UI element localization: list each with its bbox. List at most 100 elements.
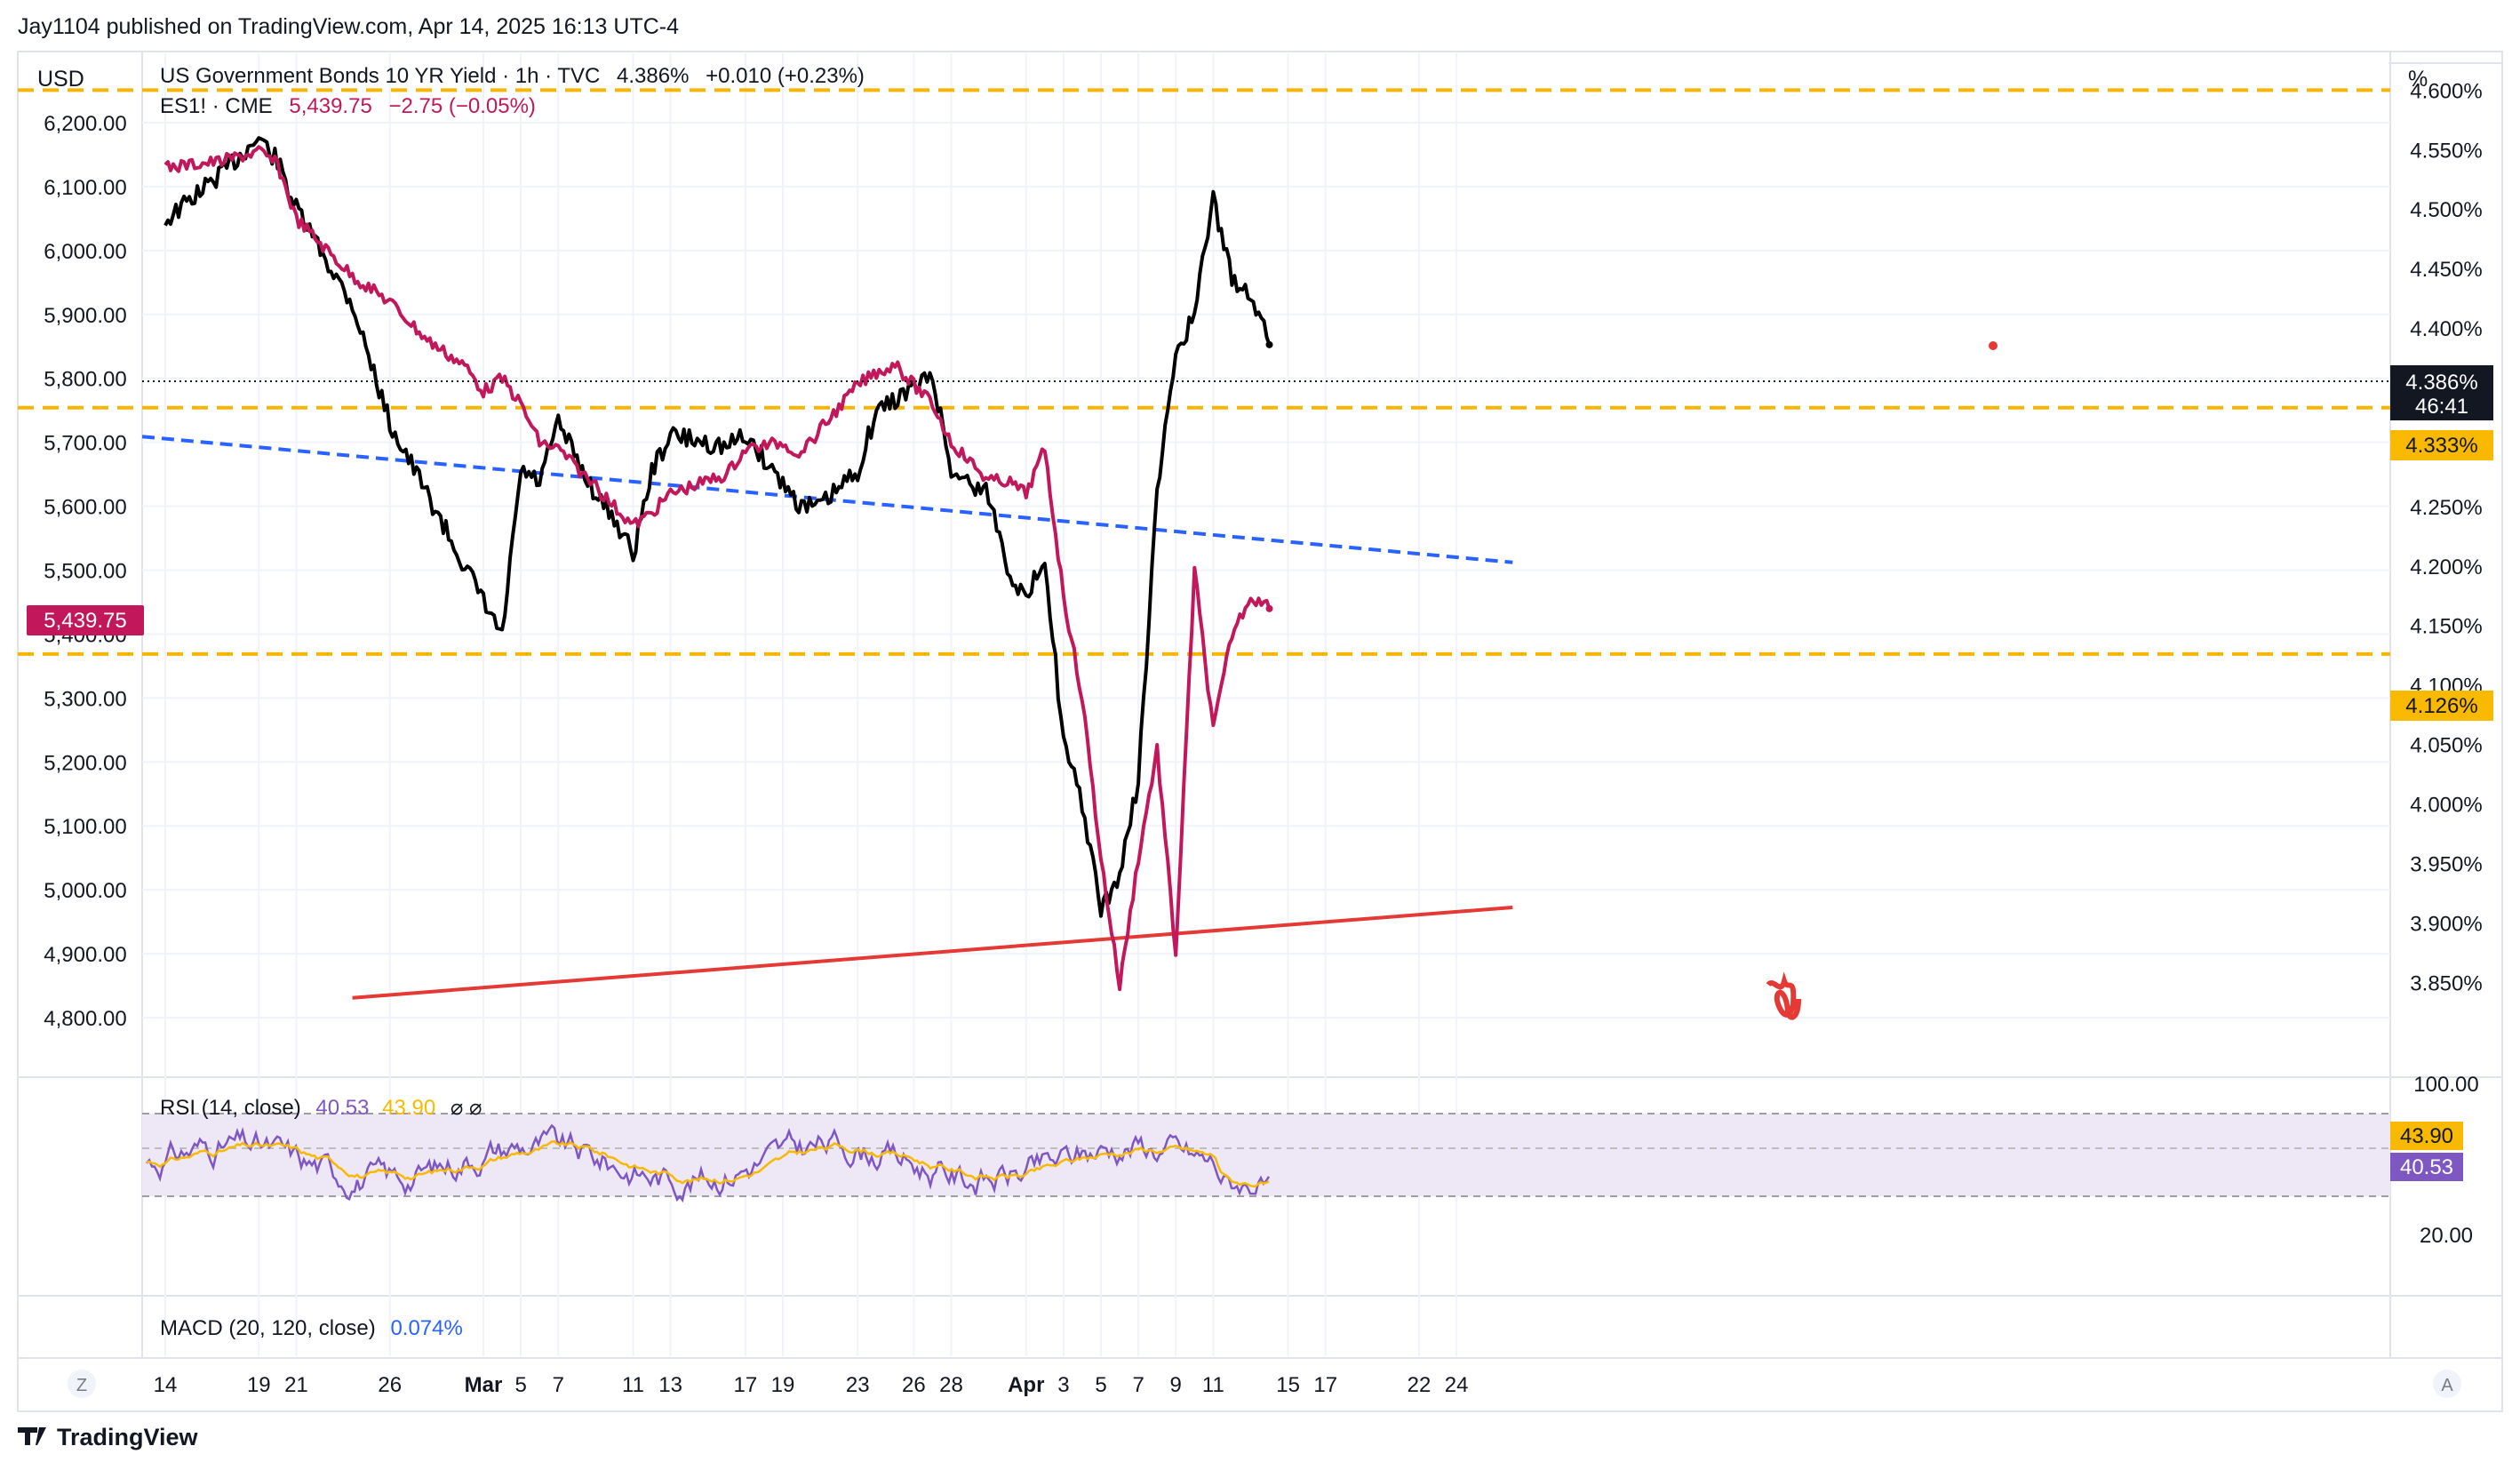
time-axis-label: 14	[154, 1373, 178, 1397]
rsi-legend[interactable]: RSI (14, close) 40.53 43.90 ⌀ ⌀	[160, 1096, 482, 1120]
right-upper-line-tag	[2390, 430, 2493, 460]
time-axis-label: 3	[1057, 1373, 1069, 1397]
time-axis-label: 13	[658, 1373, 682, 1397]
time-axis-label: 9	[1170, 1373, 1182, 1397]
main-value: 4.386%	[617, 64, 689, 88]
left-price-axis[interactable]: 6,200.00 6,100.00 6,000.00 5,900.00 5,800.00…	[44, 112, 126, 1031]
time-axis-label: 22	[1408, 1373, 1431, 1397]
time-axis-label: Apr	[1008, 1373, 1044, 1397]
brand-name: TradingView	[57, 1424, 199, 1450]
rsi-ma-value: 43.90	[382, 1096, 435, 1120]
left-axis-label: 5,800.00	[44, 368, 126, 392]
main-change: +0.010 (+0.23%)	[706, 64, 865, 88]
horizontal-lines	[18, 88, 2390, 656]
rsi-name: RSI (14, close)	[160, 1096, 301, 1120]
rsi-lines	[146, 1123, 1271, 1203]
series-last-point	[1265, 604, 1273, 612]
rsi-tag-text: 40.53	[2400, 1155, 2453, 1179]
publish-header: Jay1104 published on TradingView.com, Ap…	[18, 14, 679, 39]
right-current-tag-text: 4.386%	[2405, 371, 2477, 395]
es-series-line	[163, 145, 1272, 992]
time-axis-label: 19	[771, 1373, 795, 1397]
auto-scale-left-label[interactable]: Z	[76, 1376, 87, 1395]
unit-divider	[2388, 62, 2502, 64]
series-last-point	[1265, 340, 1273, 348]
time-axis-label: 5	[1095, 1373, 1106, 1397]
right-lower-line-tag-text: 4.126%	[2405, 694, 2477, 718]
right-axis-label: 4.500%	[2410, 198, 2482, 222]
rsi-line	[146, 1123, 1271, 1203]
left-axis-currency[interactable]: USD	[37, 67, 84, 92]
time-axis-label: 5	[514, 1373, 526, 1397]
right-upper-line-tag-text: 4.333%	[2405, 434, 2477, 458]
rsi-tag	[2390, 1153, 2463, 1181]
time-axis-label: 11	[1202, 1373, 1224, 1397]
left-axis-label: 6,200.00	[44, 112, 126, 136]
right-price-axis[interactable]: 4.600%4.550%4.500%4.450%4.400%4.300%4.25…	[2410, 79, 2482, 995]
right-axis-label: 3.850%	[2410, 971, 2482, 995]
overlay-change: −2.75 (−0.05%)	[388, 94, 535, 118]
left-axis-label: 5,900.00	[44, 304, 126, 328]
annotation-dot[interactable]	[1989, 341, 1998, 350]
time-axis-label: 23	[846, 1373, 870, 1397]
auto-scale-left-button[interactable]	[68, 1370, 96, 1398]
time-axis-label: 28	[939, 1373, 963, 1397]
rsi-axis-label-top: 100.00	[2413, 1073, 2478, 1097]
right-axis-label: 4.150%	[2410, 615, 2482, 639]
time-axis-label: 17	[1313, 1373, 1337, 1397]
left-axis-label: 5,700.00	[44, 432, 126, 456]
time-axis-label: 7	[553, 1373, 564, 1397]
right-axis-label: 4.000%	[2410, 794, 2482, 818]
rsi-axis-label-bottom: 20.00	[2420, 1224, 2473, 1248]
right-axis-label: 4.400%	[2410, 317, 2482, 341]
right-axis-label: 4.600%	[2410, 79, 2482, 103]
tradingview-logo[interactable]: TradingView	[18, 1424, 199, 1450]
auto-scale-right-button[interactable]	[2433, 1370, 2461, 1398]
rsi-value: 40.53	[315, 1096, 369, 1120]
left-axis-label: 5,100.00	[44, 815, 126, 839]
rsi-extra: ⌀ ⌀	[451, 1096, 482, 1120]
right-axis-label: 4.200%	[2410, 555, 2482, 579]
overlay-value: 5,439.75	[289, 94, 371, 118]
main-legend[interactable]: US Government Bonds 10 YR Yield · 1h · T…	[160, 64, 865, 118]
left-axis-label: 4,900.00	[44, 943, 126, 967]
time-axis-label: 24	[1445, 1373, 1469, 1397]
time-axis-label: 7	[1132, 1373, 1144, 1397]
overlay-symbol: ES1! · CME	[160, 94, 273, 118]
tradingview-icon	[18, 1427, 46, 1445]
yield-series-line	[163, 136, 1272, 918]
time-axis-label: 17	[734, 1373, 758, 1397]
left-axis-label: 6,000.00	[44, 240, 126, 264]
time-axis-label: 26	[378, 1373, 402, 1397]
auto-scale-right-label[interactable]: A	[2441, 1376, 2453, 1395]
left-axis-label: 4,800.00	[44, 1007, 126, 1031]
rsi-ma-line	[146, 1139, 1270, 1188]
red-trend-line	[352, 905, 1513, 1000]
right-axis-unit[interactable]: %	[2408, 67, 2428, 92]
left-axis-label: 5,000.00	[44, 879, 126, 903]
series-layer	[163, 136, 1273, 992]
right-axis-label: 4.450%	[2410, 258, 2482, 282]
svg-text:ES1! · CME 5,439.75: ES1! · CME 5,439.75 −2.75 (−0.05%)	[160, 94, 536, 118]
right-countdown-text: 46:41	[2415, 395, 2468, 419]
left-axis-label: 5,500.00	[44, 560, 126, 584]
svg-text:US Government Bonds 10 YR Yiel: US Government Bonds 10 YR Yield · 1h · T…	[160, 64, 865, 88]
annotation-scribble[interactable]	[1766, 971, 1801, 1020]
right-axis-label: 3.950%	[2410, 852, 2482, 876]
right-axis-label: 4.050%	[2410, 734, 2482, 758]
left-axis-label: 5,300.00	[44, 687, 126, 711]
right-axis-label: 4.550%	[2410, 139, 2482, 163]
macd-legend[interactable]: MACD (20, 120, close) 0.074%	[160, 1316, 463, 1340]
time-axis-label: 15	[1276, 1373, 1300, 1397]
left-current-tag	[27, 605, 144, 635]
time-axis-label: 11	[622, 1373, 644, 1397]
time-axis-label: 26	[902, 1373, 926, 1397]
time-axis-label: Mar	[465, 1373, 503, 1397]
macd-name: MACD (20, 120, close)	[160, 1316, 376, 1340]
main-symbol: US Government Bonds 10 YR Yield · 1h · T…	[160, 64, 600, 88]
time-axis[interactable]: 14 19 21 26 Mar 5 7 11 13 17 19 23 26 28 Apr 3 5 7 9 11 15 17…	[154, 1373, 1469, 1397]
right-lower-line-tag	[2390, 691, 2493, 721]
rsi-band	[142, 1114, 2390, 1196]
time-axis-label: 19	[247, 1373, 271, 1397]
